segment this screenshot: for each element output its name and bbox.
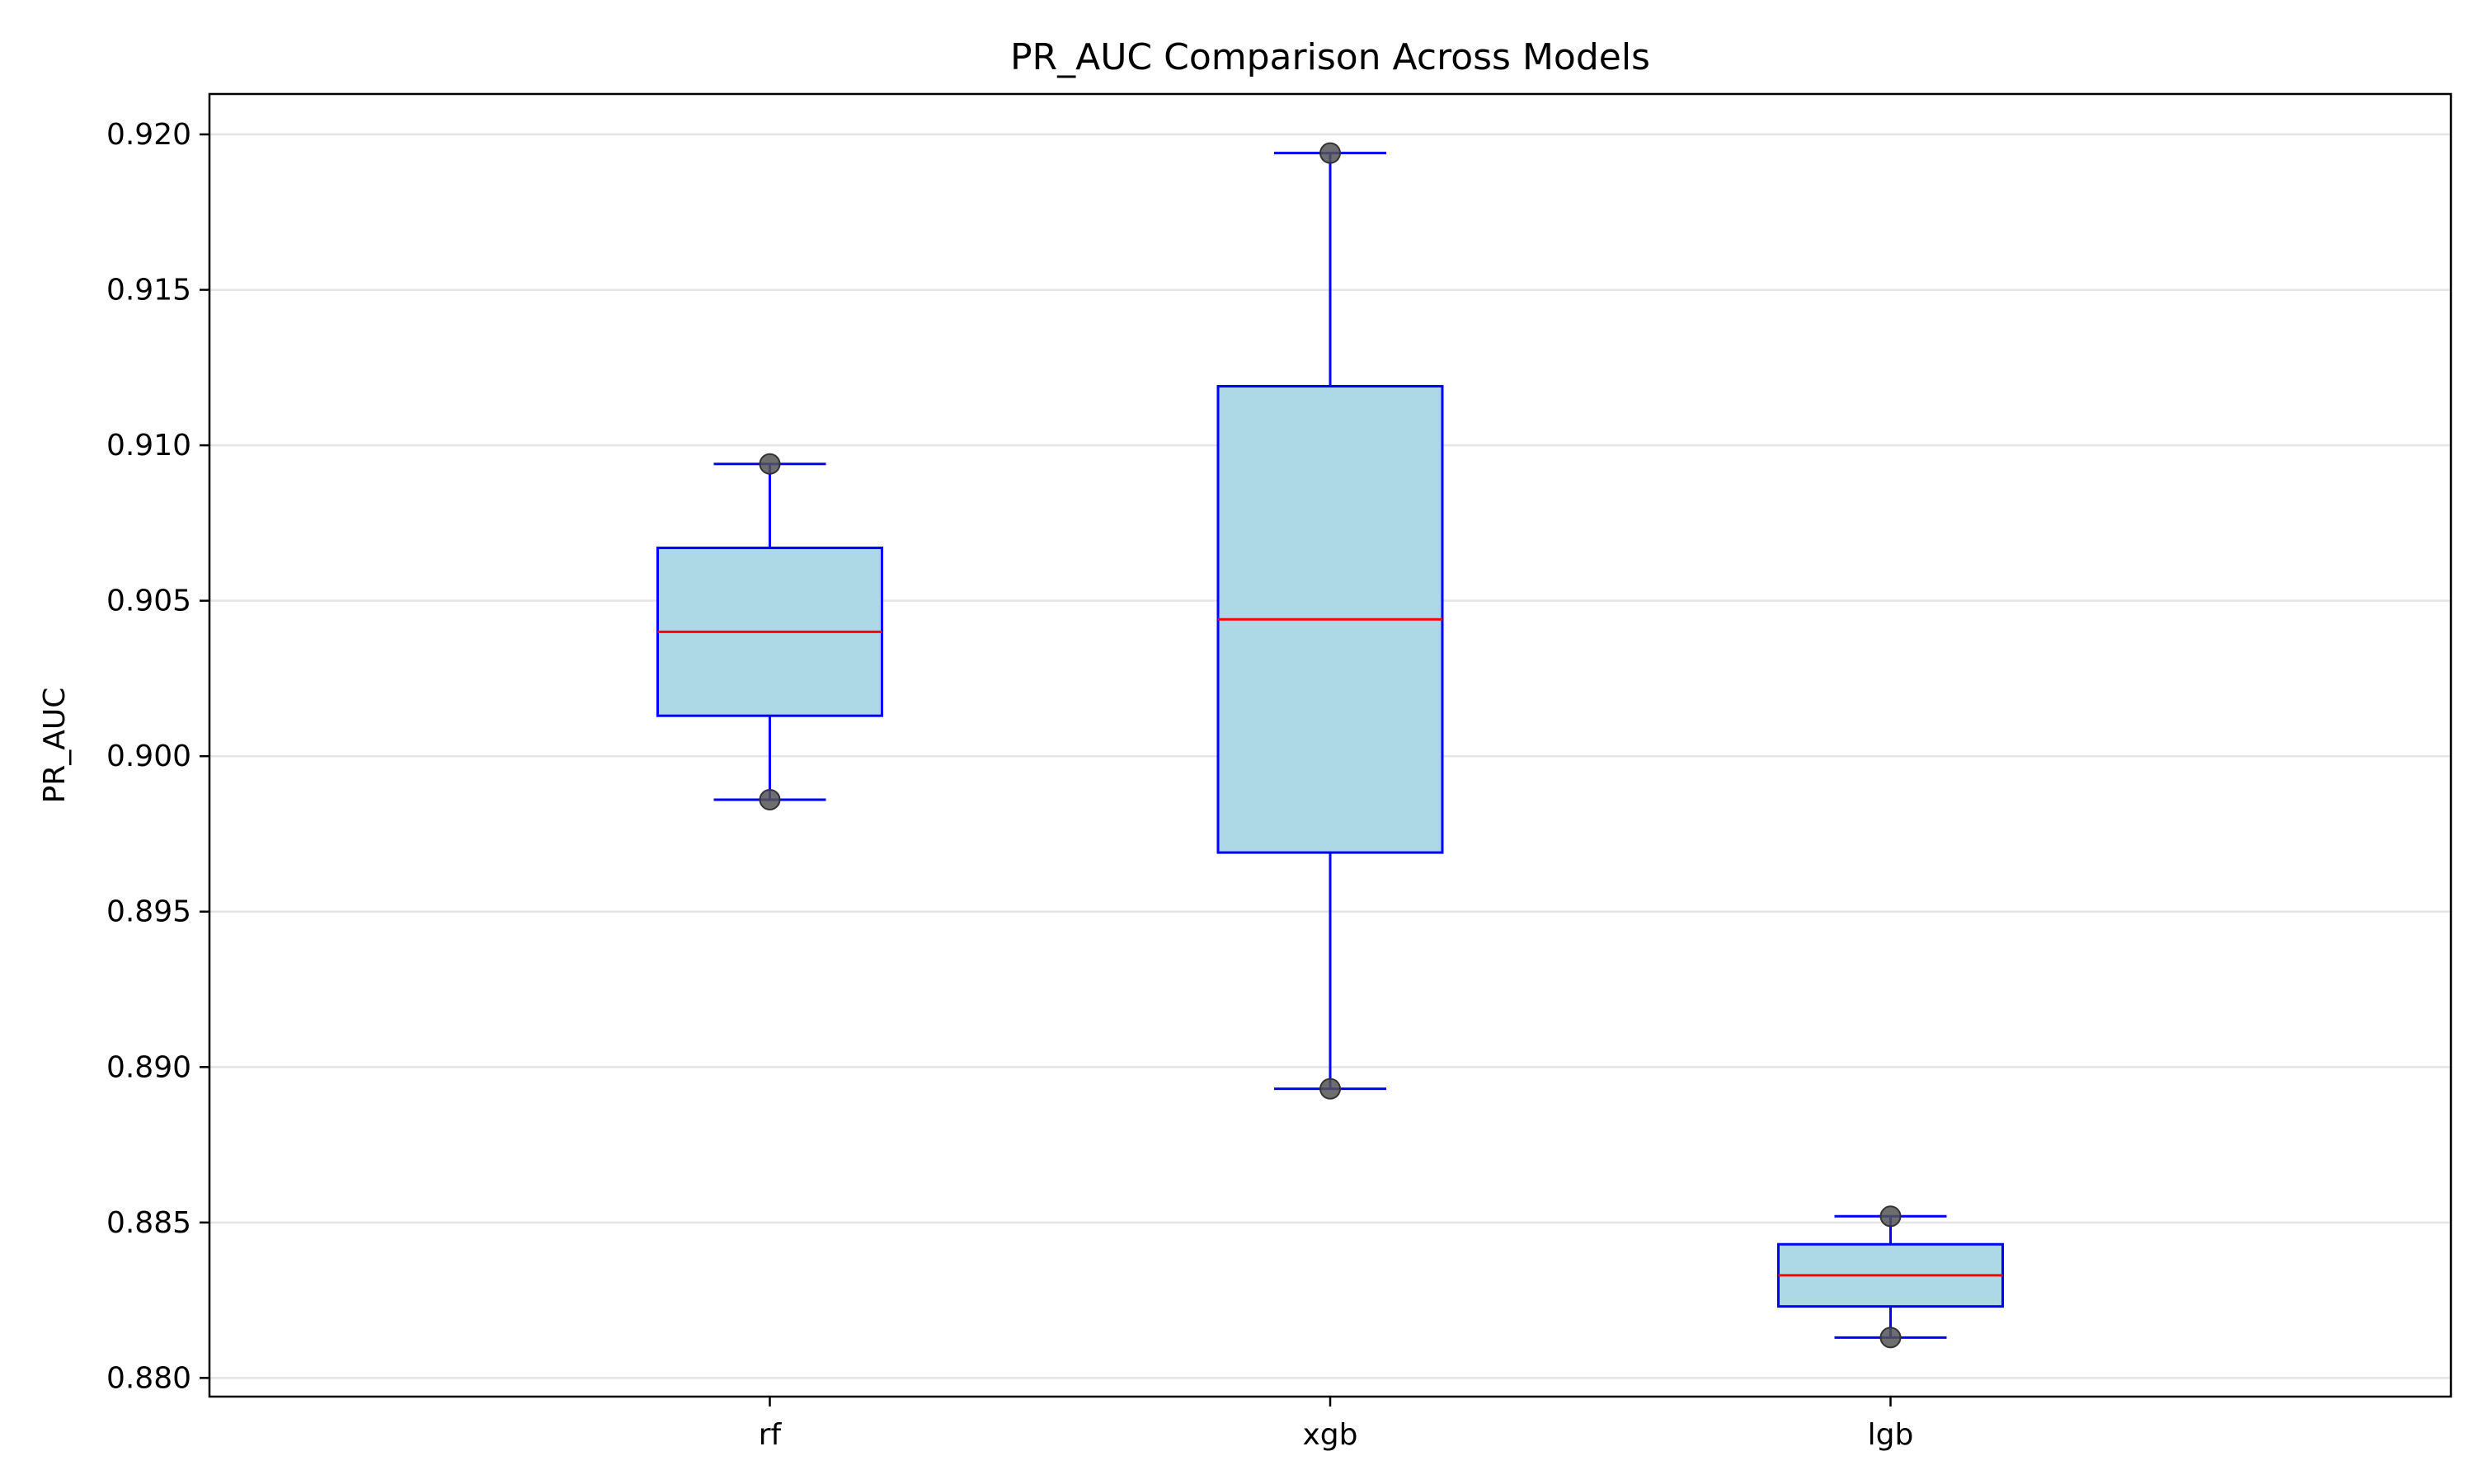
y-tick-label: 0.890 [106,1050,191,1084]
box-rf [656,453,883,810]
y-tick-label: 0.920 [106,118,191,152]
data-point [1879,1205,1902,1228]
chart-title: PR_AUC Comparison Across Models [1010,36,1650,78]
data-point [1319,1078,1341,1100]
x-tick-label-lgb: lgb [1868,1418,1914,1452]
y-tick-label: 0.900 [106,740,191,773]
x-axis: rf xgb lgb [759,1397,1914,1452]
y-tick-label: 0.905 [106,585,191,618]
y-tick-label: 0.915 [106,274,191,308]
data-point [759,453,781,475]
data-point [1319,142,1341,164]
y-tick-label: 0.885 [106,1206,191,1240]
y-tick-label: 0.880 [106,1361,191,1395]
y-axis: 0.880 0.885 0.890 0.895 0.900 0.905 0.910 0.915… [106,118,209,1395]
y-tick-label: 0.910 [106,429,191,463]
y-tick-label: 0.895 [106,895,191,929]
y-axis-label: PR_AUC [38,688,72,804]
data-point [1879,1327,1902,1349]
box-xgb [1216,142,1444,1100]
boxes [656,142,2004,1349]
data-point [759,788,781,810]
x-tick-label-xgb: xgb [1302,1418,1357,1452]
x-tick-label-rf: rf [759,1418,783,1452]
box-lgb [1777,1205,2004,1349]
